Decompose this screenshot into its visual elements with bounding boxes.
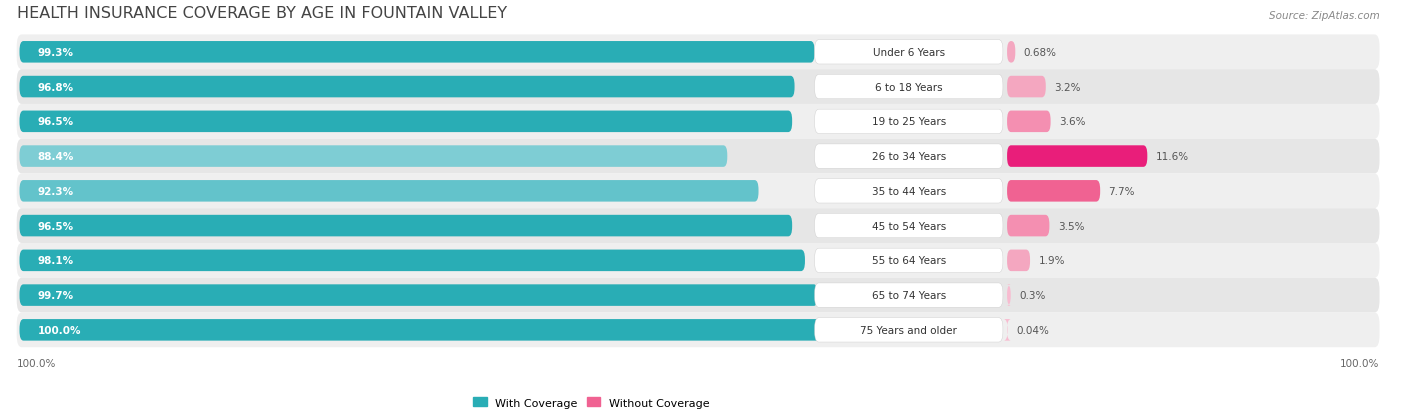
FancyBboxPatch shape	[20, 76, 794, 98]
Text: 100.0%: 100.0%	[38, 325, 82, 335]
Text: 6 to 18 Years: 6 to 18 Years	[875, 82, 942, 93]
Text: 65 to 74 Years: 65 to 74 Years	[872, 290, 946, 300]
FancyBboxPatch shape	[814, 283, 1002, 308]
FancyBboxPatch shape	[20, 250, 806, 271]
FancyBboxPatch shape	[20, 42, 814, 64]
Text: 99.7%: 99.7%	[38, 290, 73, 300]
Text: 92.3%: 92.3%	[38, 186, 73, 196]
Text: 88.4%: 88.4%	[38, 152, 75, 161]
Text: 55 to 64 Years: 55 to 64 Years	[872, 256, 946, 266]
FancyBboxPatch shape	[814, 318, 1002, 342]
Text: 75 Years and older: 75 Years and older	[860, 325, 957, 335]
FancyBboxPatch shape	[20, 285, 818, 306]
Text: 100.0%: 100.0%	[1340, 358, 1379, 368]
FancyBboxPatch shape	[17, 70, 1379, 104]
FancyBboxPatch shape	[1007, 42, 1015, 64]
FancyBboxPatch shape	[17, 104, 1379, 139]
FancyBboxPatch shape	[20, 319, 820, 341]
Text: 96.5%: 96.5%	[38, 221, 73, 231]
FancyBboxPatch shape	[814, 75, 1002, 100]
Text: 7.7%: 7.7%	[1108, 186, 1135, 196]
FancyBboxPatch shape	[814, 40, 1002, 65]
Text: 100.0%: 100.0%	[17, 358, 56, 368]
Legend: With Coverage, Without Coverage: With Coverage, Without Coverage	[468, 393, 714, 412]
FancyBboxPatch shape	[814, 110, 1002, 134]
FancyBboxPatch shape	[17, 139, 1379, 174]
FancyBboxPatch shape	[814, 214, 1002, 238]
FancyBboxPatch shape	[20, 180, 758, 202]
Text: 3.5%: 3.5%	[1057, 221, 1084, 231]
FancyBboxPatch shape	[17, 174, 1379, 209]
FancyBboxPatch shape	[17, 243, 1379, 278]
FancyBboxPatch shape	[17, 36, 1379, 70]
FancyBboxPatch shape	[20, 146, 727, 167]
FancyBboxPatch shape	[20, 215, 792, 237]
Text: 0.68%: 0.68%	[1024, 47, 1057, 58]
Text: 35 to 44 Years: 35 to 44 Years	[872, 186, 946, 196]
FancyBboxPatch shape	[1007, 180, 1099, 202]
Text: 96.8%: 96.8%	[38, 82, 73, 93]
FancyBboxPatch shape	[1007, 285, 1011, 306]
Text: 99.3%: 99.3%	[38, 47, 73, 58]
Text: 19 to 25 Years: 19 to 25 Years	[872, 117, 946, 127]
Text: HEALTH INSURANCE COVERAGE BY AGE IN FOUNTAIN VALLEY: HEALTH INSURANCE COVERAGE BY AGE IN FOUN…	[17, 6, 506, 21]
Text: 98.1%: 98.1%	[38, 256, 73, 266]
Text: Source: ZipAtlas.com: Source: ZipAtlas.com	[1268, 11, 1379, 21]
Text: 11.6%: 11.6%	[1156, 152, 1189, 161]
Text: 96.5%: 96.5%	[38, 117, 73, 127]
Text: 0.04%: 0.04%	[1017, 325, 1049, 335]
FancyBboxPatch shape	[1007, 111, 1050, 133]
FancyBboxPatch shape	[1007, 76, 1046, 98]
FancyBboxPatch shape	[17, 278, 1379, 313]
FancyBboxPatch shape	[814, 249, 1002, 273]
FancyBboxPatch shape	[20, 111, 792, 133]
Text: 1.9%: 1.9%	[1039, 256, 1064, 266]
FancyBboxPatch shape	[1007, 215, 1049, 237]
FancyBboxPatch shape	[17, 313, 1379, 347]
Text: 0.3%: 0.3%	[1019, 290, 1046, 300]
FancyBboxPatch shape	[17, 209, 1379, 243]
FancyBboxPatch shape	[814, 145, 1002, 169]
FancyBboxPatch shape	[1004, 319, 1011, 341]
Text: 26 to 34 Years: 26 to 34 Years	[872, 152, 946, 161]
Text: 3.6%: 3.6%	[1059, 117, 1085, 127]
Text: Under 6 Years: Under 6 Years	[873, 47, 945, 58]
Text: 45 to 54 Years: 45 to 54 Years	[872, 221, 946, 231]
FancyBboxPatch shape	[814, 179, 1002, 204]
FancyBboxPatch shape	[1007, 146, 1147, 167]
FancyBboxPatch shape	[1007, 250, 1031, 271]
Text: 3.2%: 3.2%	[1054, 82, 1081, 93]
